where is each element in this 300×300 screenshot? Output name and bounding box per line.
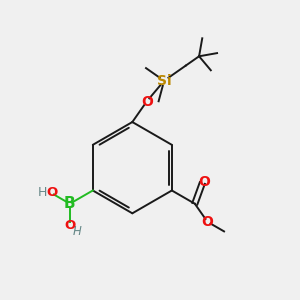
Text: O: O [64, 219, 76, 232]
Text: B: B [64, 196, 76, 211]
Text: H: H [72, 225, 81, 238]
Text: O: O [198, 175, 210, 188]
Text: Si: Si [157, 74, 171, 88]
Text: H: H [38, 186, 47, 199]
Text: O: O [202, 215, 213, 229]
Text: O: O [46, 186, 58, 199]
Text: O: O [141, 94, 153, 109]
